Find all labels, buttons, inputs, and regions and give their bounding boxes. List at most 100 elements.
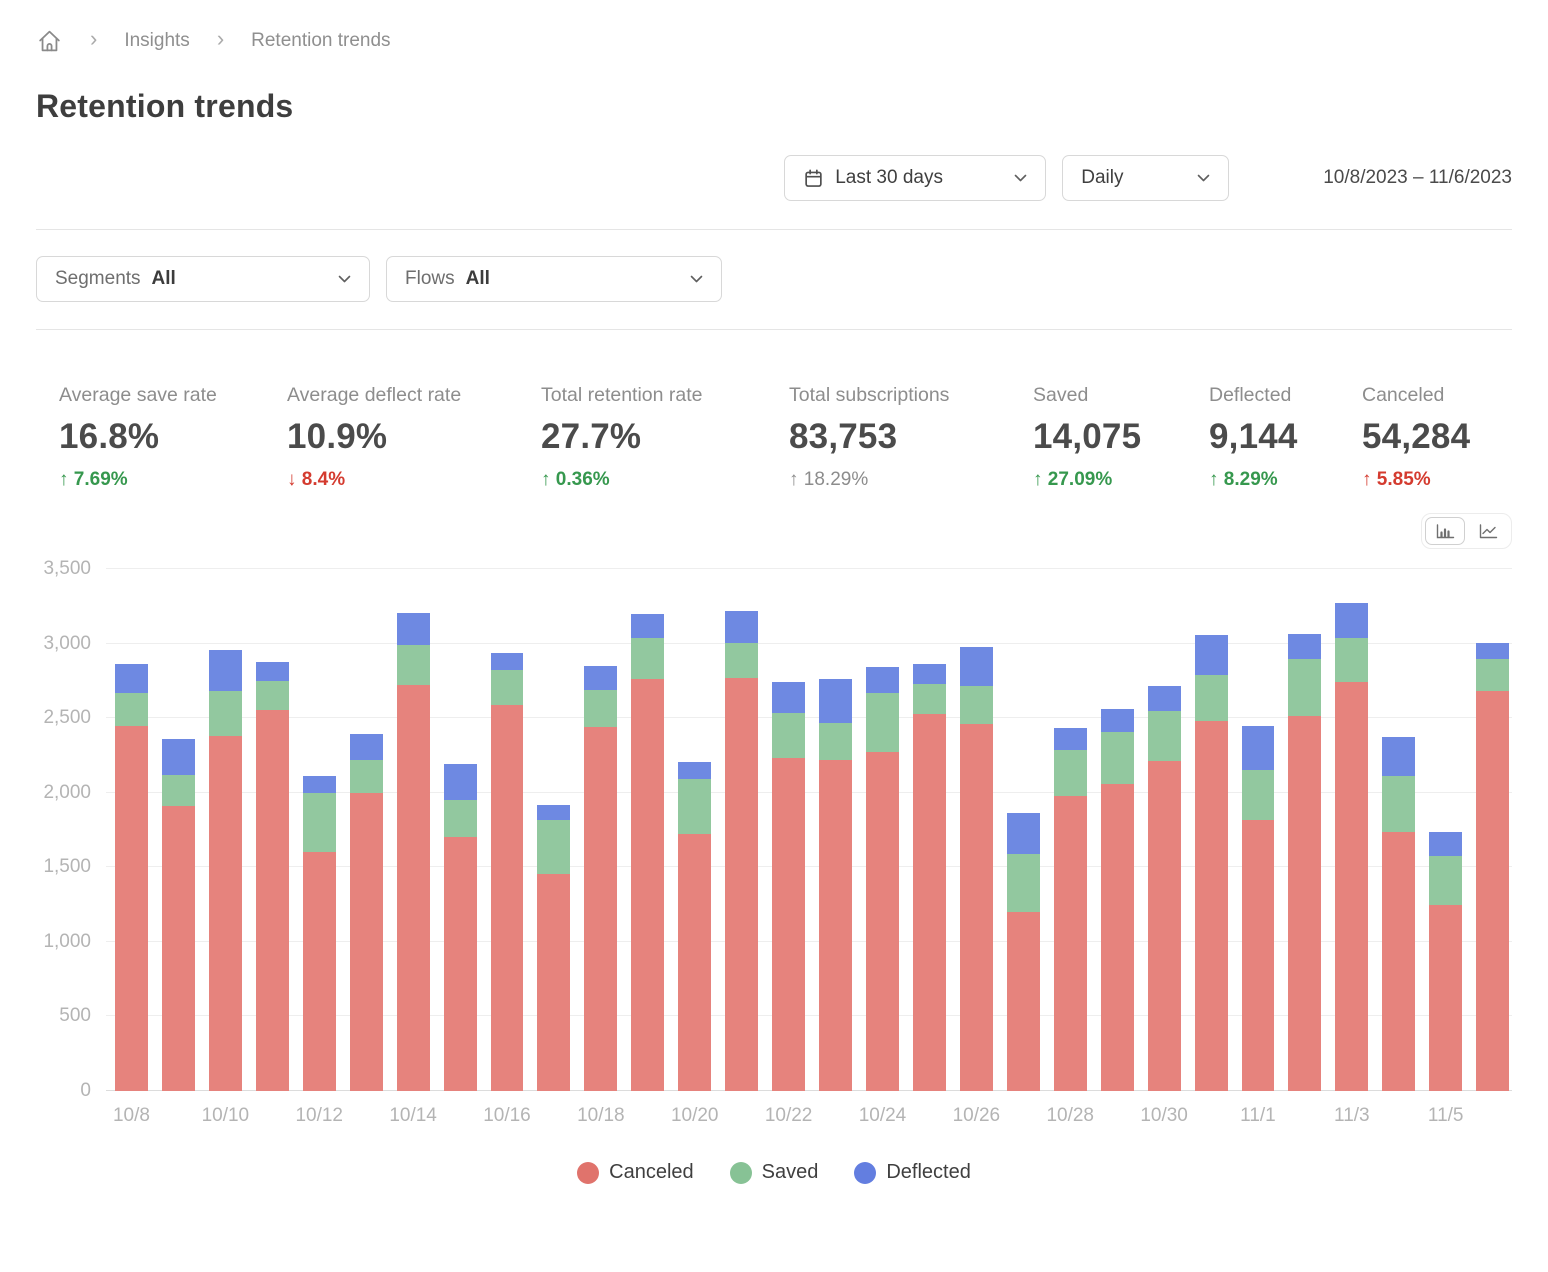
bar-segment-saved[interactable] <box>725 642 759 678</box>
bar-10/31[interactable] <box>1194 569 1228 1091</box>
bar-segment-canceled[interactable] <box>1100 783 1134 1091</box>
bar-segment-canceled[interactable] <box>1053 796 1087 1091</box>
bar-segment-deflected[interactable] <box>912 664 946 684</box>
bar-segment-saved[interactable] <box>1429 856 1463 905</box>
bar-segment-deflected[interactable] <box>1100 709 1134 733</box>
bar-segment-deflected[interactable] <box>1006 812 1040 854</box>
bar-segment-saved[interactable] <box>1100 732 1134 784</box>
bar-segment-saved[interactable] <box>1476 659 1510 692</box>
bar-segment-canceled[interactable] <box>349 792 383 1091</box>
granularity-dropdown[interactable]: Daily <box>1062 155 1230 201</box>
bar-segment-saved[interactable] <box>1382 775 1416 832</box>
bar-segment-saved[interactable] <box>866 692 899 753</box>
bar-segment-saved[interactable] <box>396 645 430 686</box>
bar-segment-deflected[interactable] <box>584 665 618 690</box>
bar-segment-canceled[interactable] <box>1476 691 1510 1091</box>
bar-11/2[interactable] <box>1288 569 1322 1091</box>
date-range-dropdown[interactable]: Last 30 days <box>784 155 1047 201</box>
bar-10/20[interactable] <box>678 569 712 1091</box>
bar-segment-saved[interactable] <box>302 792 336 853</box>
flows-dropdown[interactable]: Flows All <box>386 256 722 302</box>
bar-11/3[interactable] <box>1335 569 1369 1091</box>
bar-segment-canceled[interactable] <box>443 837 477 1091</box>
bar-10/14[interactable] <box>396 569 430 1091</box>
bar-segment-saved[interactable] <box>349 759 383 793</box>
bar-10/30[interactable] <box>1147 569 1181 1091</box>
bar-segment-saved[interactable] <box>255 680 289 710</box>
bar-segment-canceled[interactable] <box>959 724 993 1091</box>
bar-10/26[interactable] <box>959 569 993 1091</box>
bar-segment-deflected[interactable] <box>1147 686 1181 712</box>
bar-segment-canceled[interactable] <box>302 852 336 1091</box>
bar-chart-toggle-button[interactable] <box>1425 517 1465 545</box>
bar-segment-deflected[interactable] <box>819 679 852 723</box>
bar-segment-canceled[interactable] <box>772 758 806 1091</box>
bar-10/12[interactable] <box>302 569 336 1091</box>
bar-10/29[interactable] <box>1100 569 1134 1091</box>
bar-segment-saved[interactable] <box>772 712 806 759</box>
bar-segment-deflected[interactable] <box>443 764 477 801</box>
bar-segment-deflected[interactable] <box>1053 727 1087 751</box>
bar-segment-deflected[interactable] <box>1194 635 1228 675</box>
bar-segment-saved[interactable] <box>208 691 242 737</box>
bar-segment-deflected[interactable] <box>725 610 759 643</box>
bar-11/6[interactable] <box>1476 569 1510 1091</box>
bar-10/13[interactable] <box>349 569 383 1091</box>
bar-segment-saved[interactable] <box>115 692 148 726</box>
bar-11/4[interactable] <box>1382 569 1416 1091</box>
bar-segment-deflected[interactable] <box>1429 832 1463 857</box>
bar-10/18[interactable] <box>584 569 618 1091</box>
bar-segment-canceled[interactable] <box>208 736 242 1091</box>
bar-10/21[interactable] <box>725 569 759 1091</box>
bar-segment-deflected[interactable] <box>208 650 242 692</box>
bar-segment-deflected[interactable] <box>959 646 993 687</box>
bar-segment-deflected[interactable] <box>866 667 899 693</box>
bar-segment-canceled[interactable] <box>1006 912 1040 1091</box>
bar-segment-deflected[interactable] <box>631 613 665 639</box>
bar-segment-deflected[interactable] <box>490 652 524 670</box>
bar-10/25[interactable] <box>912 569 946 1091</box>
bar-segment-canceled[interactable] <box>866 752 899 1091</box>
bar-segment-deflected[interactable] <box>396 613 430 646</box>
bar-segment-deflected[interactable] <box>115 664 148 693</box>
bar-segment-canceled[interactable] <box>1288 715 1322 1091</box>
home-icon[interactable] <box>36 28 63 55</box>
bar-segment-saved[interactable] <box>912 683 946 715</box>
bar-segment-canceled[interactable] <box>1382 831 1416 1091</box>
breadcrumb-item-insights[interactable]: Insights <box>124 30 190 51</box>
bar-10/11[interactable] <box>255 569 289 1091</box>
bar-segment-deflected[interactable] <box>537 804 571 821</box>
bar-segment-deflected[interactable] <box>1382 736 1416 776</box>
bar-segment-saved[interactable] <box>161 774 195 807</box>
bar-segment-saved[interactable] <box>1194 674 1228 722</box>
legend-item-deflected[interactable]: Deflected <box>854 1161 971 1184</box>
bar-10/9[interactable] <box>161 569 195 1091</box>
bar-segment-saved[interactable] <box>819 722 852 760</box>
segments-dropdown[interactable]: Segments All <box>36 256 370 302</box>
bar-segment-saved[interactable] <box>1241 769 1275 820</box>
bar-segment-canceled[interactable] <box>631 679 665 1091</box>
bar-segment-canceled[interactable] <box>115 725 148 1091</box>
bar-10/19[interactable] <box>631 569 665 1091</box>
bar-segment-saved[interactable] <box>443 800 477 838</box>
bar-segment-canceled[interactable] <box>678 833 712 1091</box>
bar-segment-canceled[interactable] <box>1147 760 1181 1091</box>
bar-segment-canceled[interactable] <box>1335 682 1369 1091</box>
bar-segment-saved[interactable] <box>631 638 665 680</box>
bar-segment-canceled[interactable] <box>490 705 524 1091</box>
bar-segment-deflected[interactable] <box>302 776 336 793</box>
bar-segment-deflected[interactable] <box>1476 642 1510 660</box>
bar-10/22[interactable] <box>772 569 806 1091</box>
bar-segment-canceled[interactable] <box>396 685 430 1091</box>
bar-10/24[interactable] <box>866 569 899 1091</box>
bar-segment-saved[interactable] <box>584 689 618 728</box>
bar-10/15[interactable] <box>443 569 477 1091</box>
bar-segment-saved[interactable] <box>959 686 993 725</box>
bar-segment-canceled[interactable] <box>912 714 946 1091</box>
bar-segment-deflected[interactable] <box>255 661 289 681</box>
bar-segment-saved[interactable] <box>1006 853 1040 913</box>
bar-10/10[interactable] <box>208 569 242 1091</box>
bar-10/27[interactable] <box>1006 569 1040 1091</box>
bar-10/8[interactable] <box>115 569 148 1091</box>
bar-10/23[interactable] <box>819 569 852 1091</box>
